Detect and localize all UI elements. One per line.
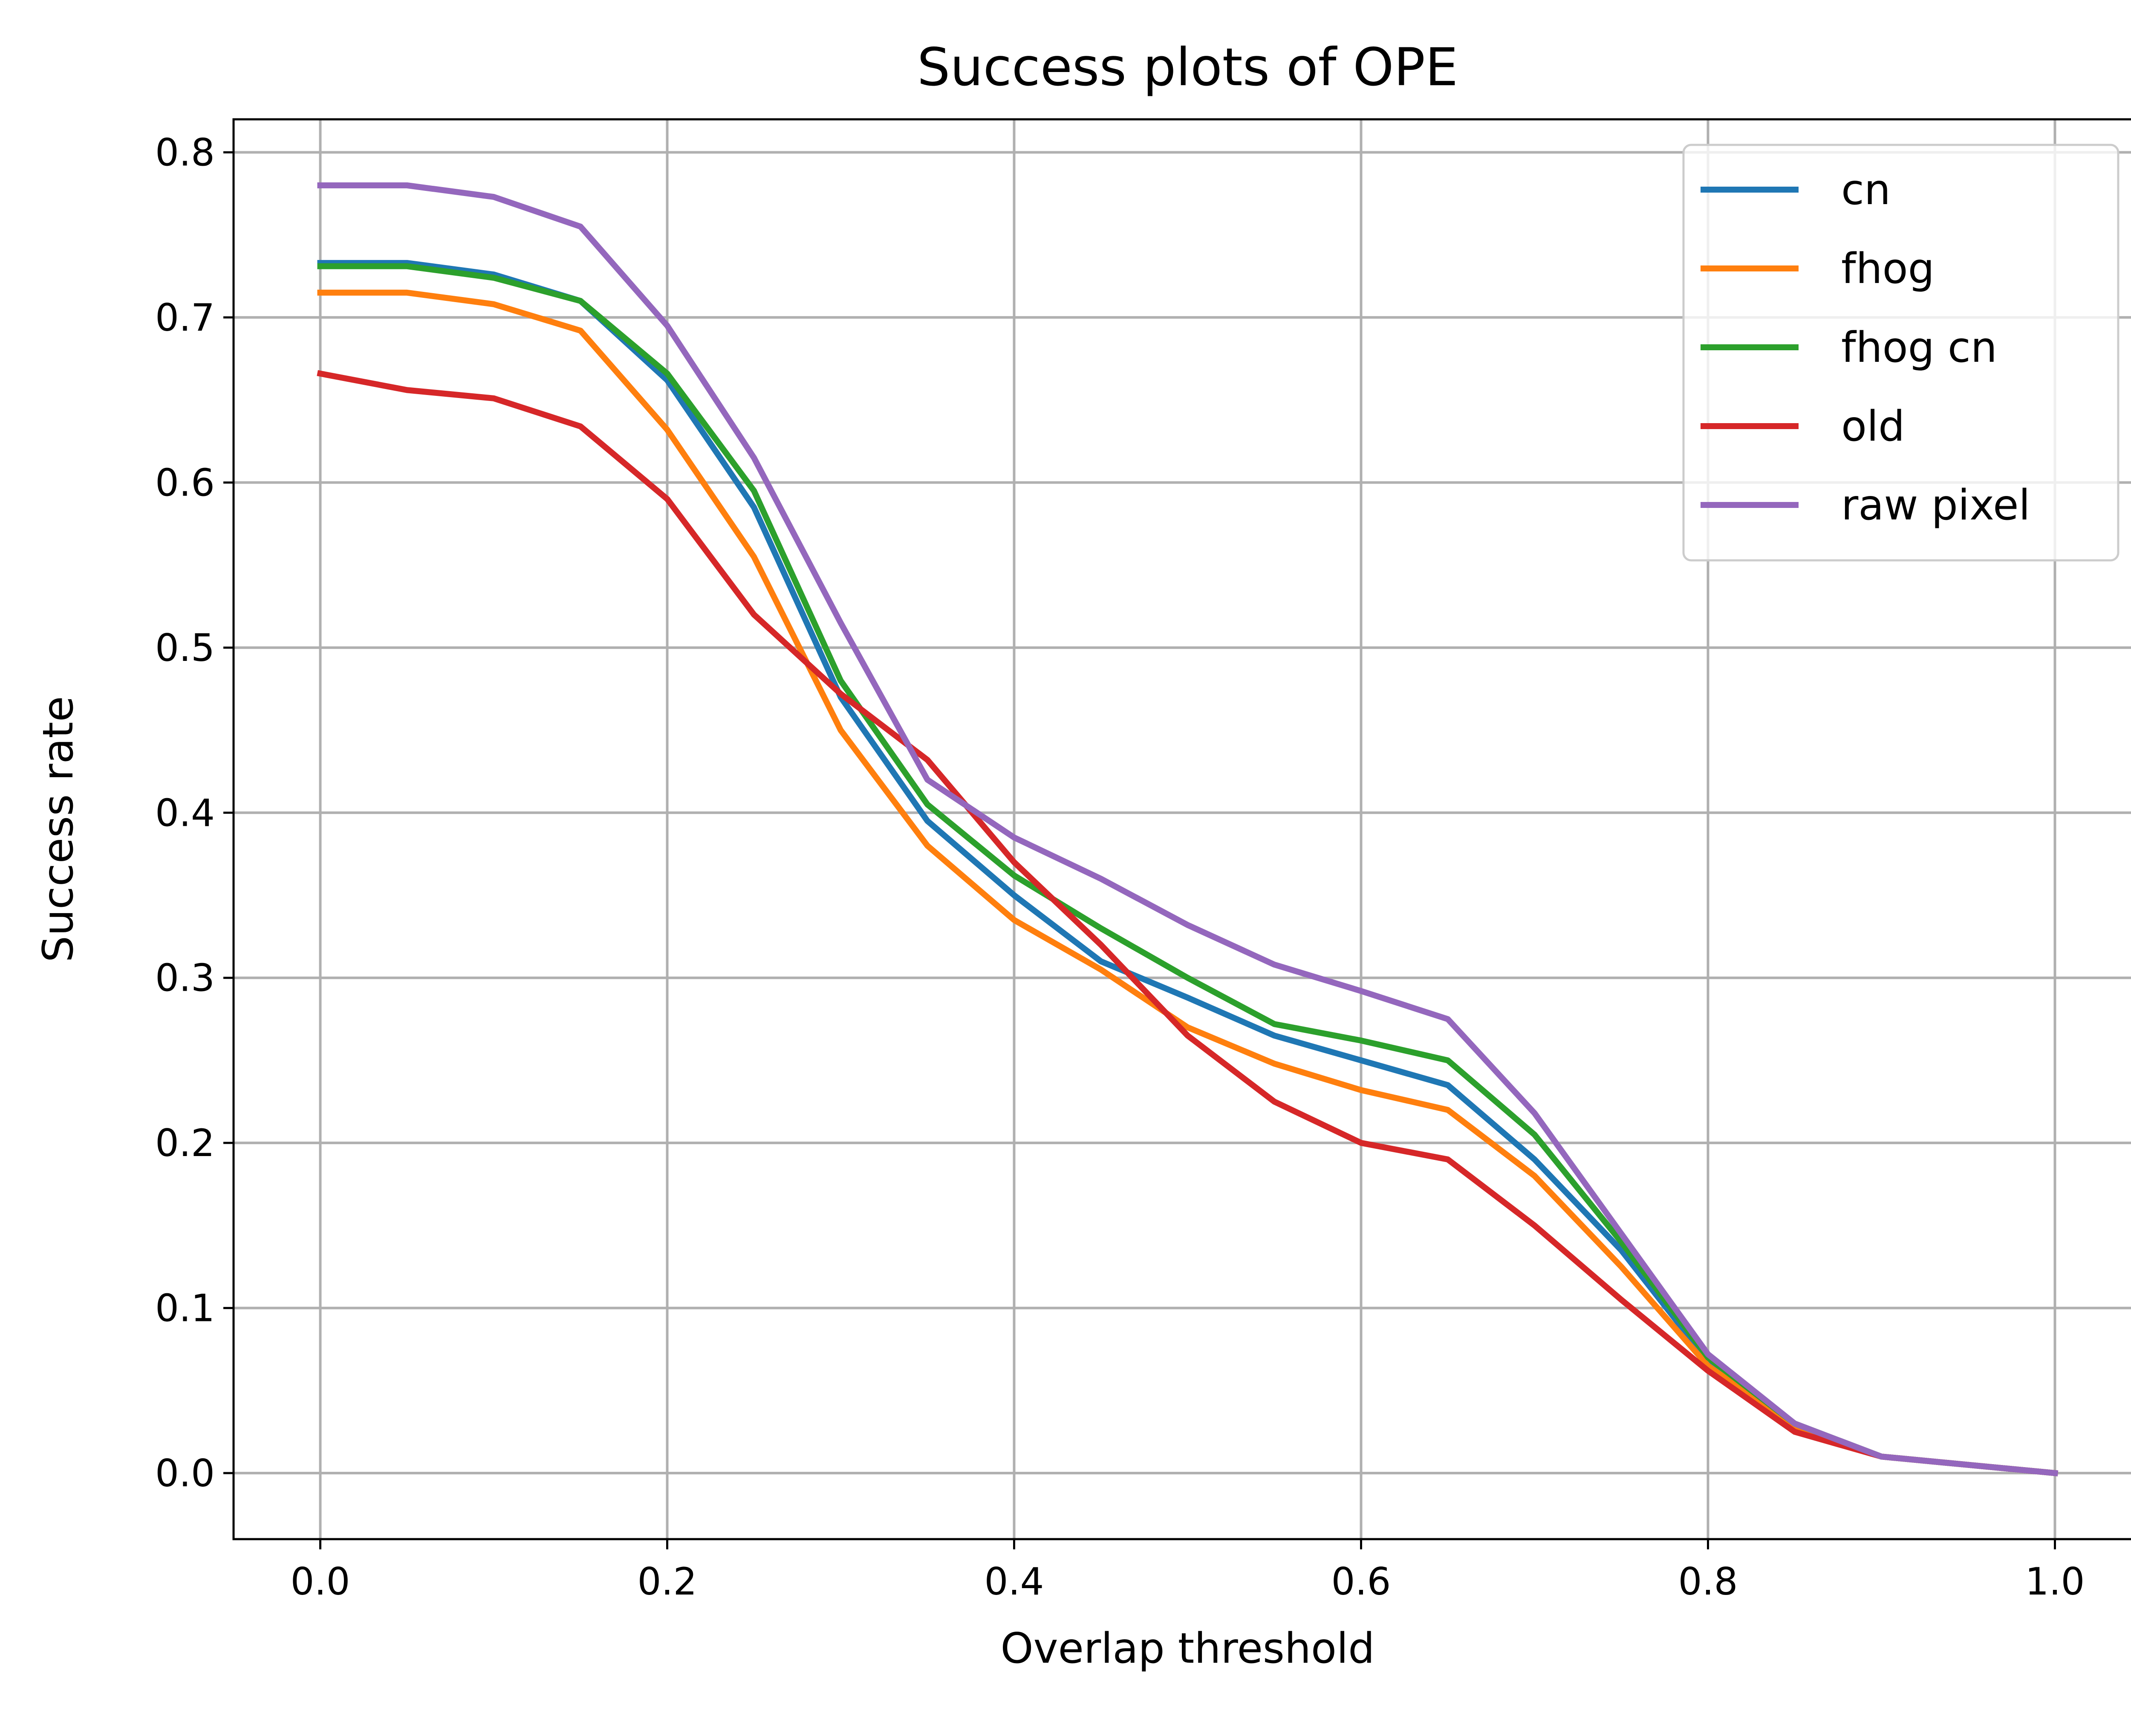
axis-ticks: 0.0 0.2 0.4 0.6 0.8 1.0 0.0 0.1 0.2 0.3 0.4 0.5 0.6 0… [155,130,2085,1603]
plot-area-frame [232,118,2131,1540]
y-tick-label: 0.2 [155,1121,215,1165]
x-tick-label: 0.0 [291,1560,350,1603]
y-axis-label: Success rate [34,696,83,963]
legend-label: fhog cn [1841,323,1997,372]
x-axis-label: Overlap threshold [1001,1624,1375,1673]
x-tick-label: 0.6 [1331,1560,1391,1603]
series-line-old [317,370,2059,1476]
x-tick-label: 0.8 [1678,1560,1738,1603]
x-tick-label: 0.4 [985,1560,1044,1603]
series-lines [317,182,2059,1476]
y-tick-label: 0.7 [155,296,215,340]
y-tick-label: 0.8 [155,130,215,174]
series-line-fhog [317,289,2059,1476]
legend-label: fhog [1841,245,1935,293]
legend: cn fhog fhog cn old raw pixel [1682,144,2119,562]
legend-label: raw pixel [1841,481,2030,530]
y-tick-label: 0.5 [155,626,215,670]
x-tick-label: 0.2 [638,1560,697,1603]
y-tick-label: 0.6 [155,461,215,505]
x-tick-label: 1.0 [2025,1560,2085,1603]
y-tick-label: 0.0 [155,1451,215,1495]
legend-label: old [1841,402,1905,451]
legend-label: cn [1841,166,1891,214]
y-tick-label: 0.4 [155,791,215,835]
y-tick-label: 0.3 [155,956,215,1000]
series-line-raw-pixel [317,182,2059,1476]
chart-title: Success plots of OPE [917,37,1458,98]
legend-box [1682,144,2119,562]
y-tick-label: 0.1 [155,1286,215,1330]
